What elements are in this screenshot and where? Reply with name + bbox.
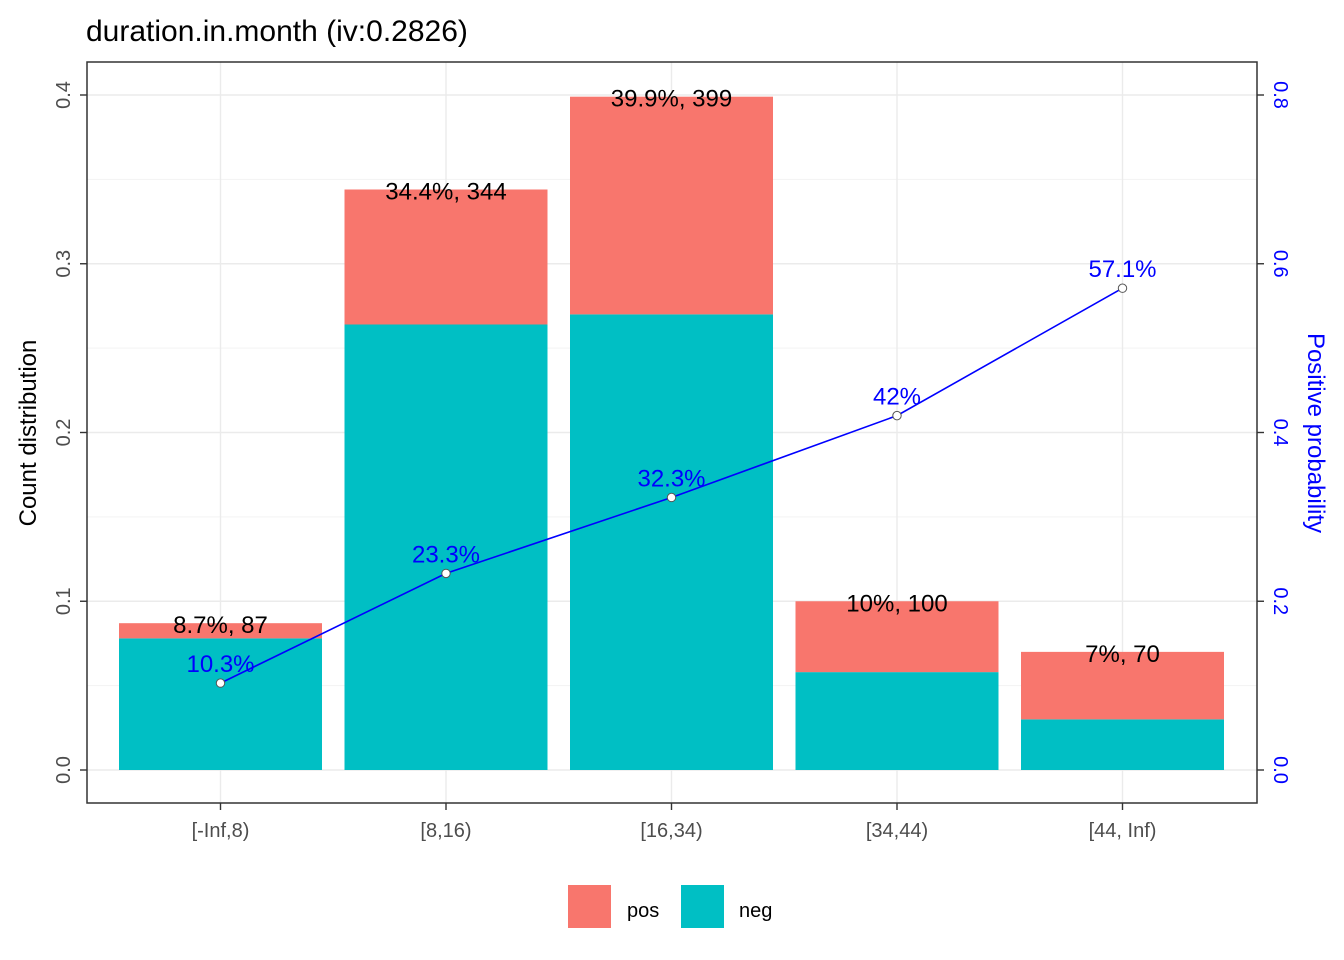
legend-key-neg xyxy=(681,885,724,928)
chart-title: duration.in.month (iv:0.2826) xyxy=(86,15,468,48)
right-axis-tick-label: 0.2 xyxy=(1269,587,1291,615)
right-axis-title: Positive probability xyxy=(1302,333,1329,533)
bar-label: 7%, 70 xyxy=(1085,641,1160,668)
bar-pos xyxy=(119,623,322,639)
probability-point xyxy=(215,678,226,688)
left-axis-tick-label: 0.3 xyxy=(53,250,75,278)
x-axis-tick-label: [34,44) xyxy=(866,820,928,842)
legend: pos neg xyxy=(568,885,772,928)
x-axis-tick-label: [16,34) xyxy=(640,820,702,842)
bar-label: 8.7%, 87 xyxy=(173,612,268,639)
right-axis: 0.0 0.2 0.4 0.6 0.8 xyxy=(1257,81,1291,784)
x-axis: [-Inf,8) [8,16) [16,34) [34,44) [44, Inf) xyxy=(192,803,1157,842)
left-axis-tick-label: 0.1 xyxy=(53,587,75,615)
probability-label: 32.3% xyxy=(637,465,705,492)
bar-pos xyxy=(1021,651,1224,720)
bar-pos xyxy=(795,601,999,673)
left-axis-tick-label: 0.4 xyxy=(53,81,75,109)
probability-label: 10.3% xyxy=(186,651,254,678)
probability-line: 10.3% 23.3% 32.3% 42% 57.1% xyxy=(186,256,1157,688)
right-axis-tick-label: 0.6 xyxy=(1269,250,1291,278)
bar-pos xyxy=(570,96,773,315)
bar-neg xyxy=(795,672,999,770)
x-axis-tick-label: [44, Inf) xyxy=(1089,820,1157,842)
probability-point xyxy=(441,568,451,579)
bar-neg xyxy=(119,638,322,770)
legend-label-pos: pos xyxy=(627,900,659,922)
bars xyxy=(119,96,1224,770)
probability-label: 23.3% xyxy=(412,541,480,568)
probability-point xyxy=(892,410,902,421)
legend-key-pos xyxy=(568,885,611,928)
bar-label: 34.4%, 344 xyxy=(385,179,506,206)
left-axis-tick-label: 0.0 xyxy=(53,756,75,784)
left-axis: 0.0 0.1 0.2 0.3 0.4 xyxy=(53,81,87,784)
probability-point xyxy=(666,492,677,503)
bar-label: 39.9%, 399 xyxy=(611,86,732,113)
bar-neg xyxy=(344,324,548,770)
right-axis-tick-label: 0.0 xyxy=(1269,756,1291,784)
probability-label: 57.1% xyxy=(1088,256,1156,283)
left-axis-tick-label: 0.2 xyxy=(53,419,75,447)
legend-label-neg: neg xyxy=(739,900,772,922)
x-axis-tick-label: [-Inf,8) xyxy=(192,820,250,842)
left-axis-title: Count distribution xyxy=(15,340,42,527)
bar-labels: 8.7%, 87 34.4%, 344 39.9%, 399 10%, 100 7%, … xyxy=(173,86,1160,668)
bar-neg xyxy=(1021,719,1224,770)
probability-label: 42% xyxy=(873,384,921,411)
bar-neg xyxy=(570,314,773,770)
right-axis-tick-label: 0.8 xyxy=(1269,81,1291,109)
x-axis-tick-label: [8,16) xyxy=(420,820,471,842)
probability-point xyxy=(1117,283,1128,293)
bar-label: 10%, 100 xyxy=(846,590,947,617)
bar-pos xyxy=(344,189,548,325)
right-axis-tick-label: 0.4 xyxy=(1269,419,1291,447)
